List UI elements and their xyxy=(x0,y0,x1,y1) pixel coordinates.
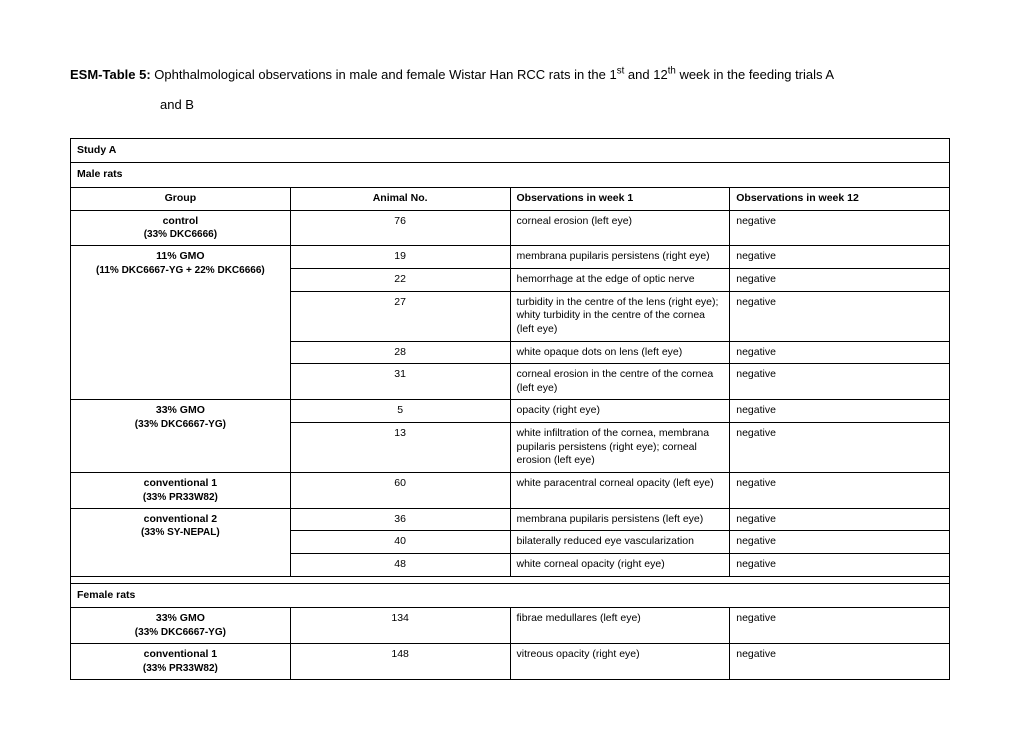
group-cell: 33% GMO (33% DKC6667-YG) xyxy=(71,400,291,473)
obs-week12: negative xyxy=(730,210,950,246)
obs-week1: bilaterally reduced eye vascularization xyxy=(510,531,730,554)
obs-week12: negative xyxy=(730,473,950,509)
animal-no: 27 xyxy=(290,291,510,341)
table-caption: ESM-Table 5: Ophthalmological observatio… xyxy=(70,60,950,120)
obs-week1: turbidity in the centre of the lens (rig… xyxy=(510,291,730,341)
caption-label: ESM-Table 5: xyxy=(70,67,151,82)
obs-week12: negative xyxy=(730,608,950,644)
obs-week12: negative xyxy=(730,341,950,364)
obs-week1: fibrae medullares (left eye) xyxy=(510,608,730,644)
obs-week12: negative xyxy=(730,553,950,576)
col-obs12: Observations in week 12 xyxy=(730,188,950,211)
group-sub: (33% DKC6667-YG) xyxy=(77,626,284,639)
animal-no: 13 xyxy=(290,423,510,473)
obs-week12: negative xyxy=(730,531,950,554)
animal-no: 22 xyxy=(290,268,510,291)
obs-week1: corneal erosion in the centre of the cor… xyxy=(510,364,730,400)
animal-no: 5 xyxy=(290,400,510,423)
study-header: Study A xyxy=(71,138,950,163)
obs-week12: negative xyxy=(730,246,950,269)
obs-week1: white paracentral corneal opacity (left … xyxy=(510,473,730,509)
obs-week12: negative xyxy=(730,364,950,400)
col-animal: Animal No. xyxy=(290,188,510,211)
group-cell: conventional 2(33% SY-NEPAL) xyxy=(71,508,291,576)
obs-week12: negative xyxy=(730,423,950,473)
group-name: 33% GMO xyxy=(156,404,205,416)
animal-no: 148 xyxy=(290,643,510,679)
group-cell: 33% GMO (33% DKC6667-YG) xyxy=(71,608,291,644)
animal-no: 134 xyxy=(290,608,510,644)
obs-week12: negative xyxy=(730,508,950,531)
animal-no: 48 xyxy=(290,553,510,576)
animal-no: 76 xyxy=(290,210,510,246)
group-name: 33% GMO xyxy=(156,612,205,624)
group-sub: (33% DKC6667-YG) xyxy=(77,418,284,431)
obs-week12: negative xyxy=(730,400,950,423)
observations-table: Study AMale ratsGroupAnimal No.Observati… xyxy=(70,138,950,680)
group-name: conventional 2 xyxy=(144,513,218,525)
obs-week1: membrana pupilaris persistens (right eye… xyxy=(510,246,730,269)
obs-week12: negative xyxy=(730,643,950,679)
obs-week12: negative xyxy=(730,268,950,291)
animal-no: 31 xyxy=(290,364,510,400)
group-sub: (33% PR33W82) xyxy=(77,662,284,675)
obs-week1: membrana pupilaris persistens (left eye) xyxy=(510,508,730,531)
group-name: 11% GMO xyxy=(156,250,204,262)
obs-week1: white infiltration of the cornea, membra… xyxy=(510,423,730,473)
col-obs1: Observations in week 1 xyxy=(510,188,730,211)
obs-week12: negative xyxy=(730,291,950,341)
obs-week1: white opaque dots on lens (left eye) xyxy=(510,341,730,364)
group-cell: control(33% DKC6666) xyxy=(71,210,291,246)
group-sub: (33% PR33W82) xyxy=(77,491,284,504)
group-sub: (11% DKC6667-YG + 22% DKC6666) xyxy=(77,264,284,277)
group-sub: (33% DKC6666) xyxy=(77,228,284,241)
animal-no: 28 xyxy=(290,341,510,364)
group-name: control xyxy=(163,215,199,227)
female-header: Female rats xyxy=(71,583,950,608)
obs-week1: corneal erosion (left eye) xyxy=(510,210,730,246)
obs-week1: white corneal opacity (right eye) xyxy=(510,553,730,576)
col-group: Group xyxy=(71,188,291,211)
animal-no: 40 xyxy=(290,531,510,554)
animal-no: 19 xyxy=(290,246,510,269)
group-cell: 11% GMO (11% DKC6667-YG + 22% DKC6666) xyxy=(71,246,291,400)
obs-week1: hemorrhage at the edge of optic nerve xyxy=(510,268,730,291)
group-sub: (33% SY-NEPAL) xyxy=(77,526,284,539)
animal-no: 60 xyxy=(290,473,510,509)
group-name: conventional 1 xyxy=(144,477,218,489)
caption-sup2: th xyxy=(668,66,676,77)
caption-text-1a: Ophthalmological observations in male an… xyxy=(151,67,617,82)
caption-line2: and B xyxy=(70,90,950,120)
group-cell: conventional 1 (33% PR33W82) xyxy=(71,643,291,679)
animal-no: 36 xyxy=(290,508,510,531)
obs-week1: vitreous opacity (right eye) xyxy=(510,643,730,679)
caption-text-1b: and 12 xyxy=(624,67,667,82)
male-header: Male rats xyxy=(71,163,950,188)
group-cell: conventional 1 (33% PR33W82) xyxy=(71,473,291,509)
obs-week1: opacity (right eye) xyxy=(510,400,730,423)
group-name: conventional 1 xyxy=(144,648,218,660)
caption-text-1c: week in the feeding trials A xyxy=(676,67,834,82)
spacer xyxy=(71,576,950,583)
